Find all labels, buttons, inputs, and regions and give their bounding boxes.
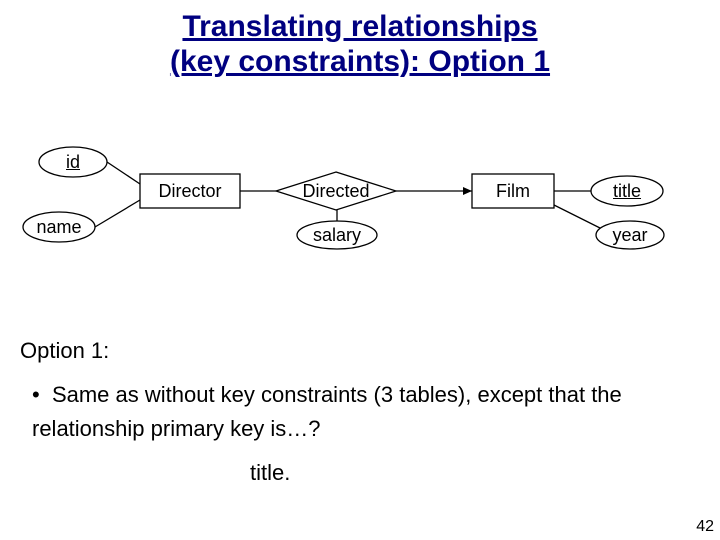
attr-year-label: year: [613, 225, 648, 246]
attr-name-label: name: [37, 217, 82, 238]
attr-title-label: title: [613, 181, 641, 202]
entity-film-label: Film: [496, 181, 530, 202]
attr-id-label: id: [66, 152, 80, 173]
bullet-content: Same as without key constraints (3 table…: [32, 382, 622, 441]
answer-text: title.: [250, 460, 290, 486]
bullet-dot: •: [32, 382, 52, 407]
rel-directed-label: Directed: [303, 181, 370, 202]
er-diagram-svg: [0, 0, 720, 540]
attr-salary-label: salary: [313, 225, 361, 246]
bullet-text: • Same as without key constraints (3 tab…: [32, 378, 692, 446]
slide-number: 42: [696, 518, 714, 536]
option-heading: Option 1:: [20, 338, 109, 364]
entity-director-label: Director: [159, 181, 222, 202]
